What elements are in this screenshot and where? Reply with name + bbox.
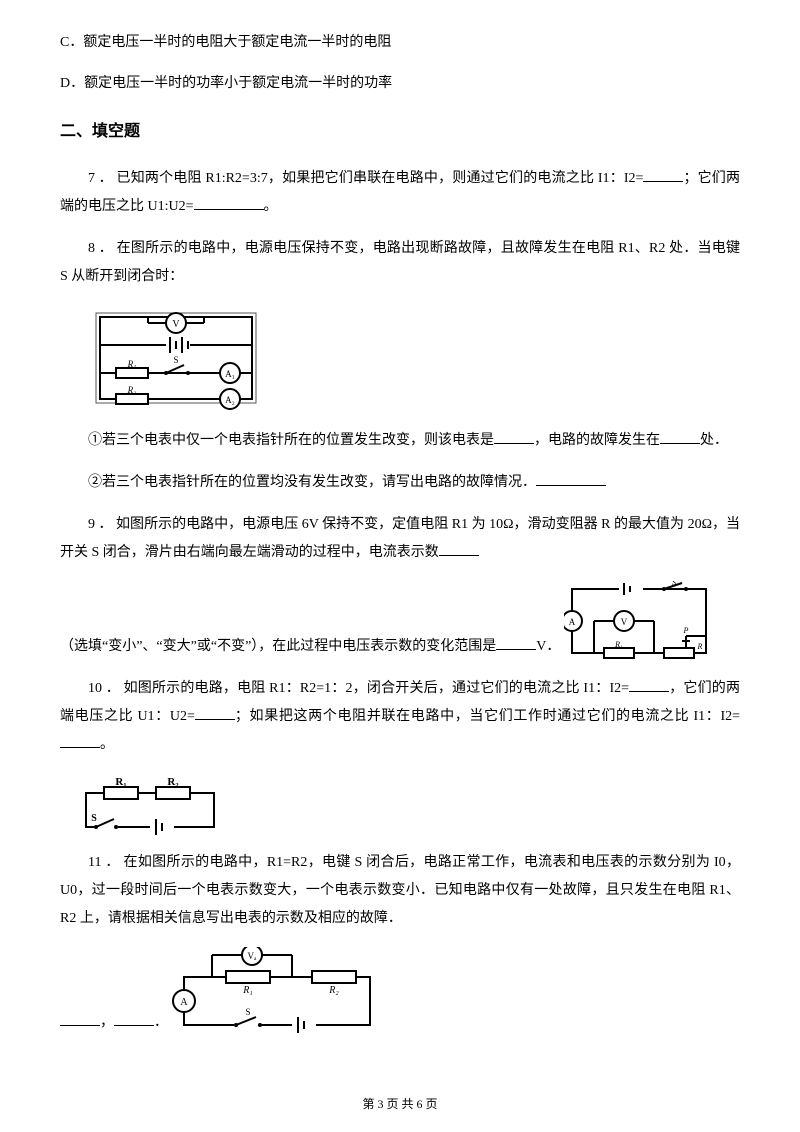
q10-r1-label: R₁	[115, 776, 126, 788]
q7-blank2	[194, 196, 264, 210]
question-7: 7 ． 已知两个电阻 R1:R2=3:7，如果把它们串联在电路中，则通过它们的电…	[60, 165, 740, 221]
question-11: 11 ． 在如图所示的电路中，R1=R2，电键 S 闭合后，电路正常工作，电流表…	[60, 849, 740, 933]
q11-text3: ．	[154, 1015, 168, 1030]
q9-blank1	[439, 542, 479, 556]
q11-r1-label: R₁	[242, 985, 253, 996]
q9-circuit-figure: S A V R₁ P R	[564, 581, 714, 661]
a2-label: A₂	[225, 395, 235, 405]
q10-text3: ；如果把这两个电阻并联在电路中，当它们工作时通过它们的电流之比 I1：I2=	[235, 709, 740, 724]
q9-s-label: S	[672, 581, 676, 587]
q11-s-label: S	[245, 1007, 250, 1017]
q10-blank1	[629, 678, 669, 692]
r1-label: R₁	[127, 359, 137, 369]
q8-sub2a: ②若三个电表指针所在的位置均没有发生改变，请写出电路的故障情况．	[88, 475, 536, 490]
q9-v-label: V	[621, 617, 628, 627]
q8-blank2	[660, 430, 700, 444]
q9-r1-label: R₁	[615, 640, 624, 649]
q11-blank1	[60, 1012, 100, 1026]
q10-s-label: S	[91, 813, 97, 824]
r2-label: R₂	[127, 385, 137, 395]
a1-label: A₁	[225, 369, 235, 379]
q11-line2: ， ． Vₐ A R₁ R₂ S	[60, 947, 740, 1037]
s-label: S	[173, 355, 178, 365]
q9-p-label: P	[683, 626, 689, 635]
q11-text1: 11 ． 在如图所示的电路中，R1=R2，电键 S 闭合后，电路正常工作，电流表…	[60, 855, 740, 926]
q11-a-label: A	[180, 997, 188, 1008]
q8-circuit-figure: V R₁ S A₁ R₂ A₂	[88, 305, 740, 413]
q9-text2: （选填“变小”、“变大”或“不变”），在此过程中电压表示数的变化范围是	[60, 639, 496, 654]
q8-sub1: ①若三个电表中仅一个电表指针所在的位置发生改变，则该电表是 ，电路的故障发生在 处．	[60, 427, 740, 455]
q9-text1: 9 ． 如图所示的电路中，电源电压 6V 保持不变，定值电阻 R1 为 10Ω，…	[60, 517, 740, 560]
q10-circuit-figure: R₁ R₂ S	[80, 773, 740, 835]
question-10: 10 ． 如图所示的电路，电阻 R1：R2=1：2，闭合开关后，通过它们的电流之…	[60, 675, 740, 759]
q7-blank1	[643, 168, 683, 182]
q8-sub1b: ，电路的故障发生在	[534, 433, 660, 448]
q11-v-label: Vₐ	[248, 951, 257, 961]
q11-circuit-figure: Vₐ A R₁ R₂ S	[172, 947, 382, 1037]
q8-blank1	[494, 430, 534, 444]
q10-blank2	[195, 706, 235, 720]
q8-blank3	[536, 472, 606, 486]
q8-sub1a: ①若三个电表中仅一个电表指针所在的位置发生改变，则该电表是	[88, 433, 494, 448]
q7-text1: 7 ． 已知两个电阻 R1:R2=3:7，如果把它们串联在电路中，则通过它们的电…	[88, 171, 643, 186]
q9-r-label: R	[697, 642, 703, 651]
q9-text3: V．	[536, 639, 560, 654]
question-8: 8 ． 在图所示的电路中，电源电压保持不变，电路出现断路故障，且故障发生在电阻 …	[60, 235, 740, 291]
q9-a-label: A	[569, 617, 576, 627]
section-title-fill: 二、填空题	[60, 117, 740, 141]
q10-text4: 。	[100, 737, 114, 752]
page-footer: 第 3 页 共 6 页	[0, 1095, 800, 1112]
q8-sub2: ②若三个电表指针所在的位置均没有发生改变，请写出电路的故障情况．	[60, 469, 740, 497]
q7-text3: 。	[264, 199, 278, 214]
q9-line2: （选填“变小”、“变大”或“不变”），在此过程中电压表示数的变化范围是 V． S …	[60, 581, 740, 661]
question-9: 9 ． 如图所示的电路中，电源电压 6V 保持不变，定值电阻 R1 为 10Ω，…	[60, 511, 740, 567]
q10-blank3	[60, 734, 100, 748]
q11-text2: ，	[100, 1015, 114, 1030]
q11-blank2	[114, 1012, 154, 1026]
option-c: C．额定电压一半时的电阻大于额定电流一半时的电阻	[60, 30, 740, 57]
v-label: V	[172, 319, 180, 330]
q8-sub1c: 处．	[700, 433, 728, 448]
option-d: D．额定电压一半时的功率小于额定电流一半时的功率	[60, 71, 740, 98]
q9-blank2	[496, 636, 536, 650]
q10-r2-label: R₂	[167, 776, 179, 788]
q11-r2-label: R₂	[328, 985, 339, 996]
q10-text1: 10 ． 如图所示的电路，电阻 R1：R2=1：2，闭合开关后，通过它们的电流之…	[88, 681, 629, 696]
